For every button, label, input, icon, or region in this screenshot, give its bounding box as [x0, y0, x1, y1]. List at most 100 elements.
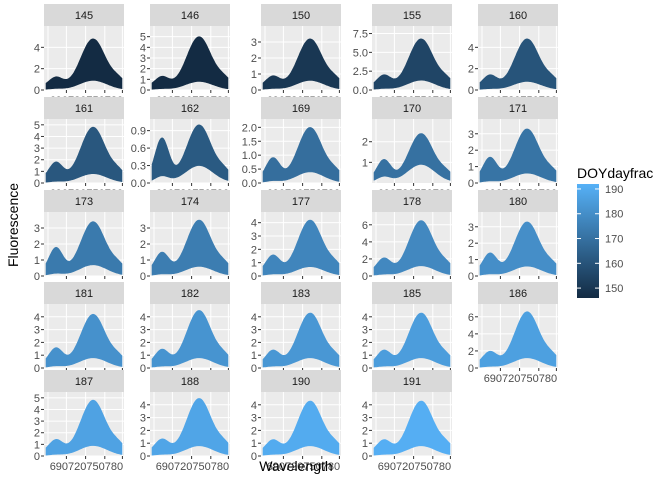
facet-171: 1713210690720750780: [468, 97, 558, 200]
y-tick-label: 0: [468, 363, 474, 375]
facet-185: 18543210690720750780: [362, 282, 452, 385]
y-tick-label: 1: [362, 350, 368, 362]
y-tick-label: 2: [468, 238, 474, 250]
facet-145: 145420690720750780: [34, 4, 124, 107]
x-tick-labels: 690720750780: [50, 461, 123, 473]
facet-strip: [150, 190, 230, 212]
y-tick-label: 2: [34, 239, 40, 251]
x-tick-labels: 690720750780: [484, 373, 557, 385]
y-tick-label: 4: [251, 218, 257, 230]
y-tick-label: 1: [468, 255, 474, 267]
y-tick-label: 1: [140, 255, 146, 267]
fluorescence-area: [151, 310, 229, 368]
facet-strip-label: 185: [403, 288, 421, 300]
y-tick-label: 2: [468, 64, 474, 76]
y-tick-label: 1: [140, 438, 146, 450]
y-tick-label: 5: [140, 32, 146, 44]
y-tick-label: 5.0: [353, 47, 368, 59]
facet-strip-label: 177: [292, 196, 310, 208]
y-tick-label: 2.0: [242, 122, 257, 134]
facet-strip: [478, 4, 558, 26]
facet-strip: [372, 282, 452, 304]
y-tick-label: 1: [251, 438, 257, 450]
fluorescence-area: [373, 38, 451, 90]
y-tick-label: 0: [468, 178, 474, 190]
legend-tick-label: 190: [605, 184, 623, 196]
facet-strip-label: 188: [181, 376, 199, 388]
y-tick-label: 0: [362, 451, 368, 463]
y-tick-label: 1: [34, 255, 40, 267]
y-tick-label: 0: [140, 451, 146, 463]
facet-strip: [261, 4, 341, 26]
facet-strip: [44, 97, 124, 119]
y-tick-label: 1: [468, 162, 474, 174]
y-tick-label: 0: [468, 271, 474, 283]
y-tick-label: 4: [34, 404, 40, 416]
y-tick-label: 0: [251, 85, 257, 97]
y-tick-label: 4: [362, 400, 368, 412]
fluorescence-area: [373, 312, 451, 368]
y-tick-label: 0: [251, 271, 257, 283]
fluorescence-area: [479, 221, 557, 276]
y-tick-label: 4: [140, 42, 146, 54]
x-tick-labels: 690720750780: [156, 461, 229, 473]
fluorescence-area: [45, 126, 123, 183]
legend-colorbar: [577, 184, 599, 298]
y-tick-label: 4: [362, 237, 368, 249]
fluorescence-area: [45, 38, 123, 90]
facet-strip: [44, 282, 124, 304]
facet-strip: [150, 4, 230, 26]
facet-strip-label: 186: [509, 288, 527, 300]
fluorescence-area: [45, 221, 123, 276]
facet-180: 1803210690720750780: [468, 190, 558, 293]
y-tick-label: 4: [34, 42, 40, 54]
y-tick-label: 4: [468, 329, 474, 341]
facet-strip: [44, 190, 124, 212]
y-tick-label: 4: [468, 42, 474, 54]
fluorescence-area: [151, 36, 229, 90]
legend-tick-label: 160: [605, 258, 623, 270]
facet-174: 1743210690720750780: [140, 190, 230, 293]
facet-170: 17021690720750780: [362, 97, 452, 200]
y-tick-label: 6: [362, 220, 368, 232]
facet-strip-label: 187: [75, 376, 93, 388]
facet-177: 17743210690720750780: [251, 190, 341, 293]
y-tick-label: 5: [34, 120, 40, 132]
y-tick-label: 3: [140, 223, 146, 235]
y-tick-label: 0: [140, 271, 146, 283]
facet-182: 18243210690720750780: [140, 282, 230, 385]
facet-178: 1786420690720750780: [362, 190, 452, 293]
y-tick-label: 0: [34, 451, 40, 463]
y-tick-label: 2: [34, 337, 40, 349]
y-tick-label: 1: [362, 157, 368, 169]
facet-strip: [478, 282, 558, 304]
facet-strip: [261, 190, 341, 212]
y-tick-label: 2: [34, 64, 40, 76]
facet-strip-label: 160: [509, 10, 527, 22]
facet-strip-label: 190: [292, 376, 310, 388]
facet-strip-label: 170: [403, 103, 421, 115]
color-legend: DOYdayfrac 190 180 170 160 150: [577, 165, 653, 298]
fluorescence-area: [373, 220, 451, 276]
facet-panels: 1454206907207507801465432106907207507801…: [34, 4, 558, 473]
y-tick-label: 4: [362, 312, 368, 324]
x-tick-labels: 690720750780: [378, 461, 451, 473]
y-tick-label: 2: [362, 337, 368, 349]
facet-160: 160420690720750780: [468, 4, 558, 107]
y-tick-label: 4: [34, 312, 40, 324]
facet-strip-label: 180: [509, 196, 527, 208]
facet-strip-label: 182: [181, 288, 199, 300]
fluorescence-area: [151, 124, 229, 181]
y-axis-label: Fluorescence: [5, 183, 21, 267]
y-tick-label: 0: [362, 363, 368, 375]
facet-strip: [372, 190, 452, 212]
y-tick-label: 2: [251, 425, 257, 437]
facet-strip: [261, 282, 341, 304]
x-axis-label: Wavelength: [259, 458, 332, 474]
y-tick-label: 2: [140, 64, 146, 76]
y-tick-label: 1.5: [242, 136, 257, 148]
fluorescence-area: [373, 133, 451, 181]
